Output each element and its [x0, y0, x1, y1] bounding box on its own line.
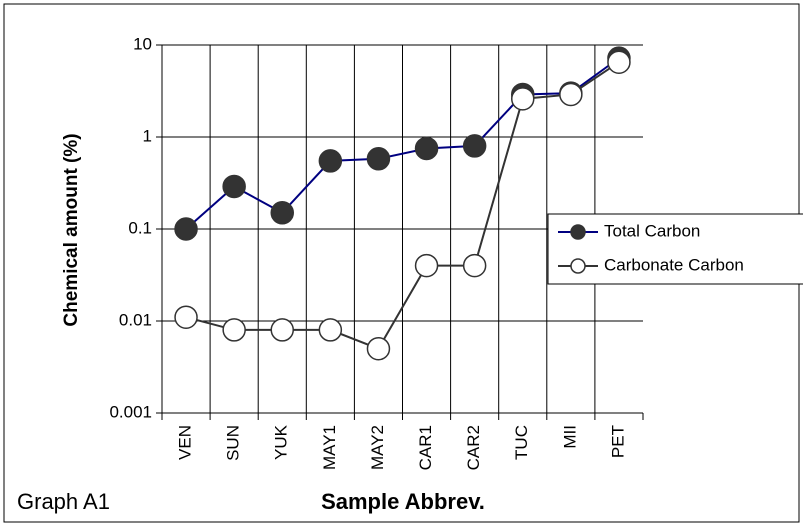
- data-point: [222, 318, 246, 342]
- x-tick-label: YUK: [272, 424, 291, 460]
- data-point: [414, 253, 439, 278]
- x-tick-label: VEN: [176, 425, 195, 460]
- data-point: [318, 318, 343, 342]
- x-tick-label: TUC: [512, 425, 531, 460]
- data-point: [511, 87, 535, 111]
- data-point: [462, 253, 487, 278]
- y-tick-label: 0.1: [128, 218, 152, 237]
- data-point: [270, 201, 294, 225]
- legend-label: Total Carbon: [604, 221, 700, 240]
- legend-marker: [570, 224, 586, 240]
- y-tick-label: 0.001: [109, 402, 152, 421]
- x-tick-label: SUN: [224, 425, 243, 461]
- caption: Graph A1: [17, 489, 110, 514]
- y-tick-label: 10: [133, 34, 152, 53]
- data-point: [222, 174, 246, 199]
- x-tick-label: CAR2: [464, 425, 483, 470]
- data-point: [318, 149, 343, 173]
- data-point: [174, 305, 198, 329]
- x-tick-label: MII: [560, 425, 579, 449]
- legend-marker: [570, 258, 586, 274]
- data-point: [366, 147, 391, 171]
- x-tick-label: MAY2: [368, 425, 387, 470]
- x-tick-label: MAY1: [320, 425, 339, 470]
- y-tick-label: 1: [143, 126, 152, 145]
- data-point: [174, 217, 198, 241]
- data-point: [414, 136, 439, 161]
- x-tick-label: CAR1: [416, 425, 435, 470]
- data-point: [366, 336, 391, 361]
- series-line: [185, 61, 620, 350]
- data-point: [607, 50, 631, 74]
- series-line: [185, 57, 620, 230]
- y-tick-label: 0.01: [119, 310, 152, 329]
- x-axis-label: Sample Abbrev.: [321, 489, 485, 514]
- data-point: [462, 134, 487, 158]
- y-axis-label: Chemical amount (%): [61, 133, 82, 326]
- x-tick-label: PET: [608, 425, 627, 458]
- data-point: [559, 82, 583, 107]
- data-point: [270, 318, 294, 342]
- legend-label: Carbonate Carbon: [604, 255, 744, 274]
- legend-box: [547, 213, 803, 285]
